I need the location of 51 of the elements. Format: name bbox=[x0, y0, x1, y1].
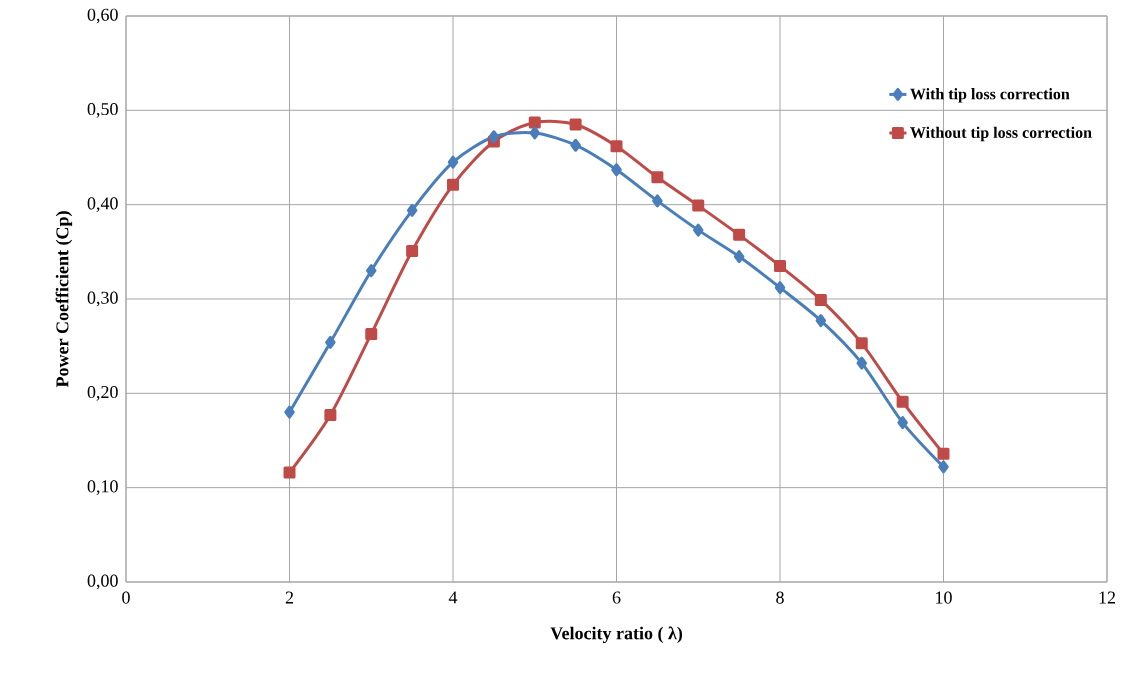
x-tick-label: 0 bbox=[122, 591, 130, 604]
point bbox=[774, 259, 786, 272]
x-tick-label: 12 bbox=[1099, 591, 1116, 604]
point bbox=[651, 171, 664, 184]
legend-label: With tip loss correction bbox=[910, 88, 1070, 103]
point bbox=[815, 314, 827, 328]
point bbox=[324, 409, 337, 422]
point bbox=[528, 116, 541, 129]
point bbox=[814, 293, 827, 306]
y-axis-title: Power Coefficient (Cp) bbox=[55, 211, 73, 388]
point bbox=[488, 130, 500, 144]
x-tick-label: 6 bbox=[612, 591, 621, 604]
y-tick-label: 0,30 bbox=[87, 291, 118, 307]
y-tick-label: 0,00 bbox=[87, 574, 118, 590]
y-tick-label: 0,60 bbox=[87, 8, 118, 24]
point bbox=[406, 244, 419, 257]
point bbox=[447, 155, 459, 169]
point bbox=[569, 118, 582, 131]
point bbox=[693, 223, 704, 237]
legend-label: Without tip loss correction bbox=[910, 126, 1092, 142]
point bbox=[447, 178, 460, 191]
point bbox=[855, 337, 868, 350]
point bbox=[938, 460, 949, 474]
point bbox=[937, 447, 950, 460]
y-tick-label: 0,40 bbox=[87, 197, 118, 213]
point bbox=[896, 395, 909, 408]
y-tick-label: 0,10 bbox=[87, 480, 118, 496]
point bbox=[856, 356, 867, 370]
point bbox=[652, 194, 663, 208]
x-axis-title: Velocity ratio ( λ) bbox=[550, 626, 683, 644]
point bbox=[325, 335, 336, 349]
point bbox=[284, 405, 295, 419]
y-tick-label: 0,50 bbox=[87, 102, 118, 118]
point bbox=[365, 327, 378, 340]
x-tick-label: 2 bbox=[285, 591, 294, 604]
point bbox=[897, 416, 908, 430]
x-tick-label: 8 bbox=[776, 591, 784, 604]
y-tick-label: 0,20 bbox=[87, 385, 118, 401]
point bbox=[611, 163, 622, 177]
x-tick-label: 4 bbox=[448, 591, 458, 604]
point bbox=[529, 126, 540, 140]
point bbox=[366, 264, 377, 278]
point bbox=[774, 281, 786, 295]
point bbox=[692, 199, 705, 212]
point bbox=[610, 140, 623, 153]
point bbox=[283, 466, 296, 479]
point bbox=[570, 138, 581, 152]
x-tick-label: 10 bbox=[936, 591, 952, 604]
point bbox=[733, 250, 745, 264]
point bbox=[733, 228, 746, 241]
point bbox=[406, 203, 418, 217]
